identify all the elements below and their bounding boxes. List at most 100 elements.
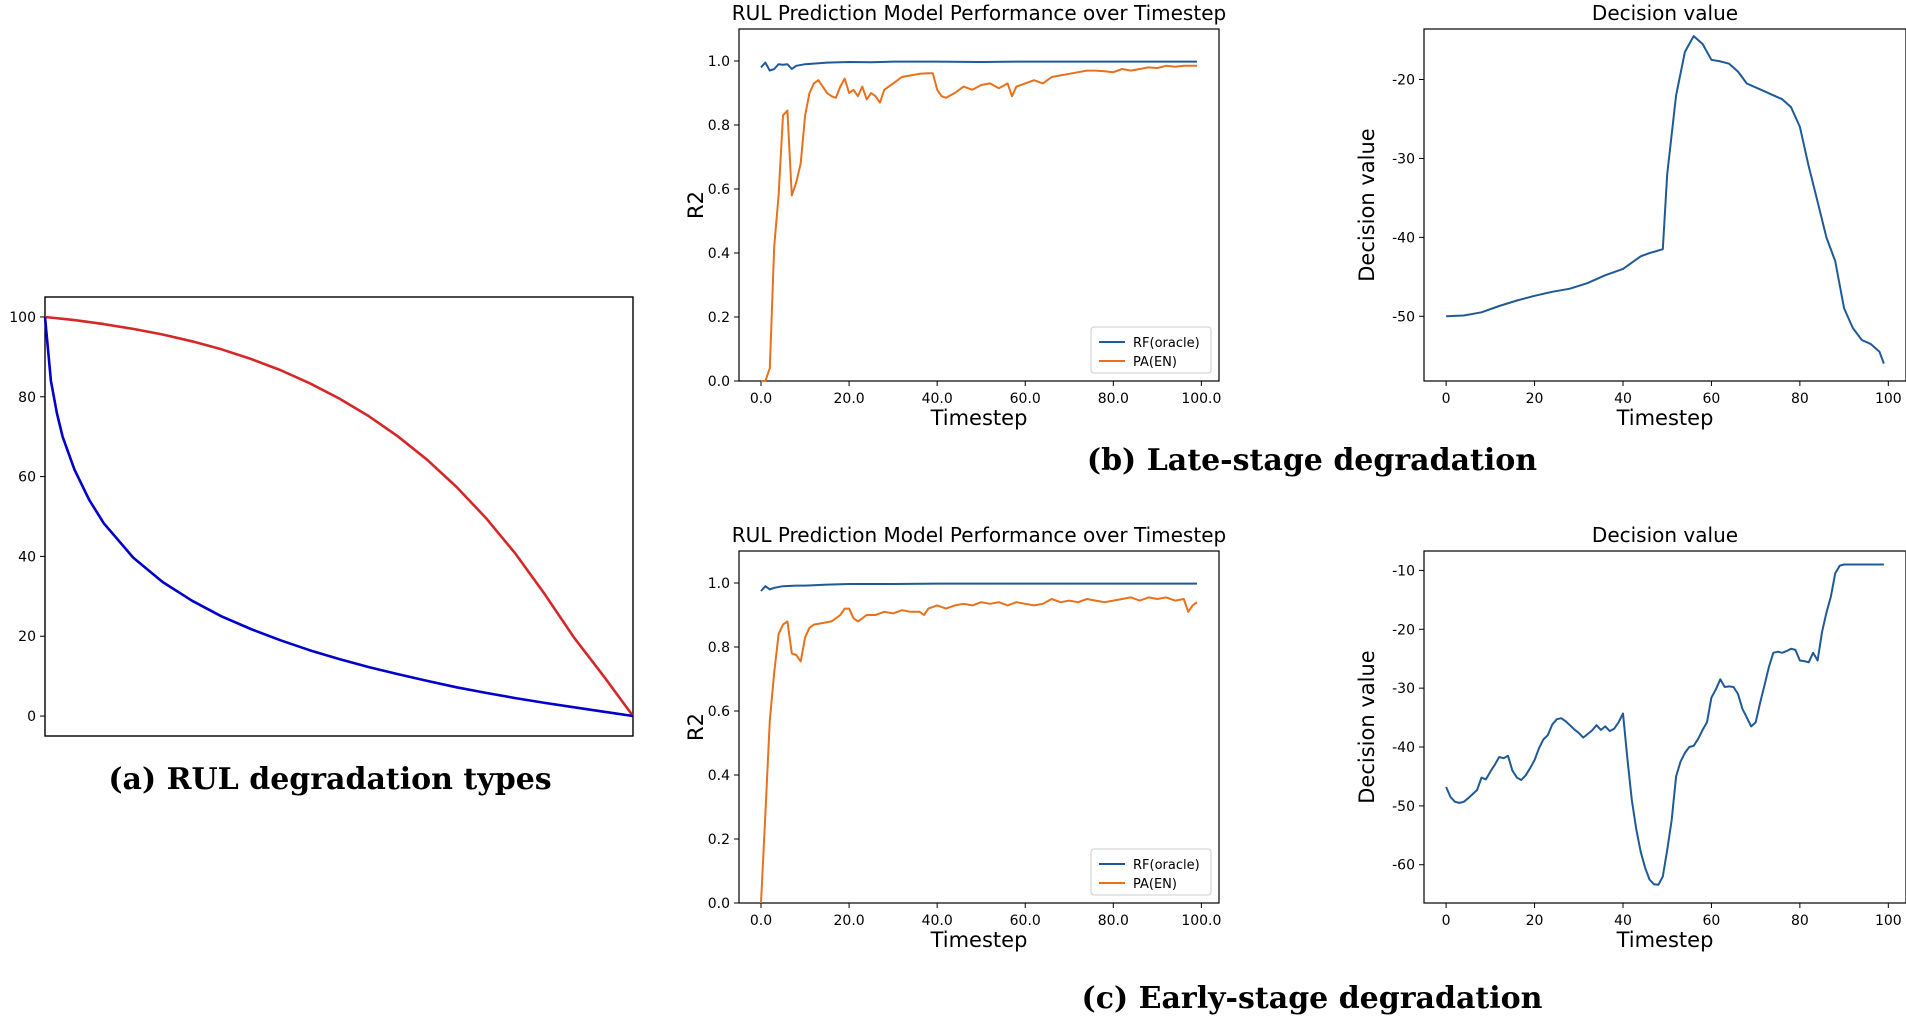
x-tick-label: 40	[1614, 391, 1632, 407]
x-tick-label: 0.0	[750, 913, 772, 929]
x-tick-label: 40.0	[922, 391, 953, 407]
legend-label: RF(oracle)	[1133, 858, 1200, 873]
legend-label: PA(EN)	[1133, 355, 1177, 370]
panel-c1-xlabel: Timestep	[930, 928, 1028, 952]
panel-c1-legend: RF(oracle) PA(EN)	[1090, 848, 1212, 896]
series-line-decision-value	[1445, 563, 1884, 886]
panel-b2-title: Decision value	[1592, 1, 1738, 25]
panel-b1-legend: RF(oracle) PA(EN)	[1090, 326, 1212, 374]
y-tick-label: -40	[1392, 230, 1415, 246]
panel-c2-ticks: 0 20 40 60 80 100 -60 -50 -40 -30 -20 -10	[1392, 563, 1902, 929]
y-tick-label: 0.2	[708, 832, 730, 848]
panel-a-series	[43, 315, 635, 718]
x-tick-label: 100.0	[1181, 913, 1221, 929]
x-tick-label: 0.0	[750, 391, 772, 407]
y-tick-label: -20	[1392, 622, 1415, 638]
series-line-late-stage-concave	[44, 315, 635, 717]
y-tick-label: -20	[1392, 73, 1415, 89]
x-tick-label: 20.0	[834, 913, 865, 929]
panel-c1-axes	[738, 550, 1220, 904]
y-tick-label: 0.4	[708, 768, 730, 784]
panel-b1-ylabel: R2	[684, 191, 708, 219]
y-tick-label: 80	[18, 390, 36, 406]
series-line-pa-en	[761, 64, 1197, 382]
y-tick-label: -30	[1392, 681, 1415, 697]
x-tick-label: 80.0	[1098, 391, 1129, 407]
y-tick-label: 1.0	[708, 54, 730, 70]
panel-b2: Decision value 0 20 40 60 80 100-50-40-30-20 …	[1355, 1, 1906, 430]
y-tick-label: 0.0	[708, 374, 730, 390]
y-tick-label: -10	[1392, 563, 1415, 579]
y-tick-label: 0.2	[708, 310, 730, 326]
x-tick-label: 100.0	[1181, 391, 1221, 407]
panel-c2-ylabel: Decision value	[1355, 650, 1379, 803]
x-tick-label: 60	[1703, 913, 1721, 929]
y-tick-label: -50	[1392, 309, 1415, 325]
x-tick-label: 80	[1791, 391, 1809, 407]
y-tick-label: -60	[1392, 858, 1415, 874]
x-tick-label: 0	[1442, 913, 1451, 929]
series-line-early-stage-convex	[43, 316, 634, 718]
panel-c2-series	[1445, 563, 1884, 886]
panel-a-axes	[44, 296, 634, 737]
series-line-rf-oracle	[760, 582, 1197, 592]
panel-b2-ticks: 0 20 40 60 80 100 -50 -40 -30 -20	[1392, 73, 1902, 407]
panel-b1: RUL Prediction Model Performance over Ti…	[684, 1, 1226, 430]
y-tick-label: -40	[1392, 740, 1415, 756]
panel-c1-ylabel: R2	[684, 713, 708, 741]
caption-b: (b) Late-stage degradation	[1087, 443, 1537, 478]
x-tick-label: 0	[1442, 391, 1451, 407]
y-tick-label: -50	[1392, 799, 1415, 815]
panel-b1-ticks: 0.0 20.0 40.0 60.0 80.0 100.0 0.0 0.2 0.4 0.6 0.8 1…	[708, 54, 1222, 407]
panel-b2-xlabel: Timestep	[1616, 406, 1714, 430]
x-tick-label: 60.0	[1010, 913, 1041, 929]
panel-b2-ylabel: Decision value	[1355, 128, 1379, 281]
panel-b1-series	[760, 60, 1197, 382]
x-tick-label: 40.0	[922, 913, 953, 929]
series-line-pa-en	[760, 596, 1198, 904]
x-tick-label: 80	[1791, 913, 1809, 929]
series-line-rf-oracle	[760, 60, 1197, 72]
x-tick-label: 60	[1703, 391, 1721, 407]
panel-c1-ticks: 0.0 20.0 40.0 60.0 80.0 100.0 0.0 0.2 0.4 0.6 0.8 1…	[708, 576, 1222, 929]
caption-a: (a) RUL degradation types	[108, 762, 551, 797]
y-tick-label: 0.4	[708, 246, 730, 262]
panel-b1-xlabel: Timestep	[930, 406, 1028, 430]
x-tick-label: 100	[1875, 391, 1902, 407]
x-tick-label: 20	[1526, 391, 1544, 407]
x-tick-label: 60.0	[1010, 391, 1041, 407]
y-tick-label: 40	[18, 549, 36, 565]
panel-c2-title: Decision value	[1592, 523, 1738, 547]
panel-b2-axes	[1423, 28, 1906, 382]
y-tick-label: 1.0	[708, 576, 730, 592]
panel-c2-xlabel: Timestep	[1616, 928, 1714, 952]
y-tick-label: 0	[27, 709, 36, 725]
panel-c1-series	[760, 582, 1198, 904]
y-tick-label: 0.8	[708, 640, 730, 656]
series-line-decision-value	[1446, 35, 1885, 364]
panel-b2-series	[1446, 35, 1885, 364]
panel-c2-axes	[1423, 550, 1906, 904]
panel-b1-axes	[738, 28, 1220, 382]
caption-c: (c) Early-stage degradation	[1082, 981, 1543, 1016]
panel-a-y-ticks: 0 20 40 60 80 100	[9, 310, 45, 725]
x-tick-label: 20	[1526, 913, 1544, 929]
panel-c2: Decision value 0 20 40 60 80 100 -60 -50 -40 -30 -…	[1355, 523, 1906, 952]
legend-label: RF(oracle)	[1133, 336, 1200, 351]
x-tick-label: 40	[1614, 913, 1632, 929]
y-tick-label: 60	[18, 470, 36, 486]
y-tick-label: -30	[1392, 151, 1415, 167]
x-tick-label: 100	[1875, 913, 1902, 929]
panel-c1-title: RUL Prediction Model Performance over Ti…	[732, 523, 1226, 547]
panel-c1: RUL Prediction Model Performance over Ti…	[684, 523, 1226, 952]
y-tick-label: 0.6	[708, 704, 730, 720]
panel-a: 0 20 40 60 80 100 (a) RUL degradation types	[9, 296, 635, 797]
legend-label: PA(EN)	[1133, 877, 1177, 892]
panel-b1-title: RUL Prediction Model Performance over Ti…	[732, 1, 1226, 25]
y-tick-label: 0.0	[708, 896, 730, 912]
x-tick-label: 80.0	[1098, 913, 1129, 929]
y-tick-label: 100	[9, 310, 36, 326]
x-tick-label: 20.0	[834, 391, 865, 407]
y-tick-label: 20	[18, 629, 36, 645]
